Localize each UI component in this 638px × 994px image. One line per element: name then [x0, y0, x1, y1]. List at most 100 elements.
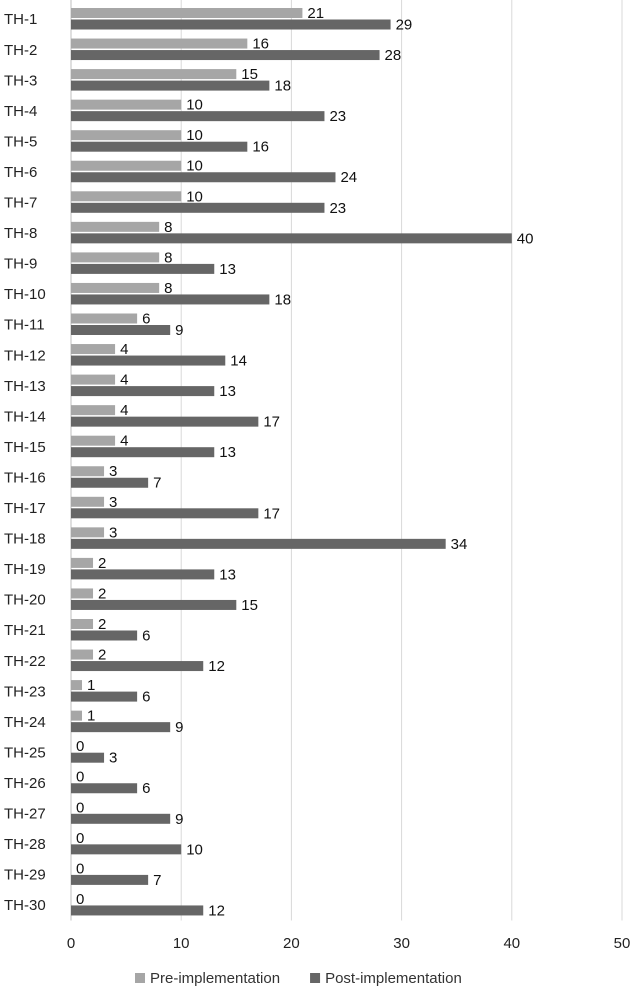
data-label-pre-th-10: 8 [164, 280, 172, 297]
bar-post-th-16 [71, 477, 149, 488]
bar-post-th-14 [71, 416, 259, 427]
data-label-pre-th-1: 21 [307, 5, 324, 22]
bar-pre-th-15 [71, 435, 116, 446]
bar-post-th-1 [71, 19, 391, 30]
data-label-post-th-17: 17 [263, 505, 280, 522]
y-tick-label: TH-17 [4, 500, 46, 517]
x-tick-label: 40 [503, 935, 520, 952]
y-tick-label: TH-7 [4, 195, 37, 212]
data-label-post-th-4: 23 [329, 108, 346, 125]
y-tick-label: TH-5 [4, 133, 37, 150]
bar-post-th-18 [71, 538, 446, 549]
y-tick-label: TH-18 [4, 531, 46, 548]
y-tick-label: TH-8 [4, 225, 37, 242]
bar-post-th-23 [71, 691, 138, 702]
data-label-pre-th-2: 16 [252, 36, 269, 53]
data-label-pre-th-8: 8 [164, 219, 172, 236]
data-label-post-th-25: 3 [109, 750, 117, 767]
data-label-pre-th-27: 0 [76, 799, 84, 816]
data-label-post-th-30: 12 [208, 902, 225, 919]
data-label-post-th-11: 9 [175, 322, 183, 339]
bar-pre-th-2 [71, 38, 248, 49]
bar-pre-th-22 [71, 649, 94, 660]
y-tick-label: TH-23 [4, 683, 46, 700]
y-tick-label: TH-21 [4, 622, 46, 639]
bar-pre-th-12 [71, 344, 116, 355]
y-tick-label: TH-9 [4, 256, 37, 273]
bar-pre-th-4 [71, 99, 182, 110]
y-tick-label: TH-4 [4, 103, 37, 120]
data-label-post-th-14: 17 [263, 414, 280, 431]
data-label-pre-th-18: 3 [109, 524, 117, 541]
bar-post-th-12 [71, 355, 226, 366]
bar-post-th-29 [71, 874, 149, 885]
y-tick-label: TH-26 [4, 775, 46, 792]
data-label-post-th-22: 12 [208, 658, 225, 675]
data-label-pre-th-23: 1 [87, 677, 95, 694]
bar-post-th-7 [71, 202, 325, 213]
y-tick-label: TH-24 [4, 714, 46, 731]
x-tick-label: 30 [393, 935, 410, 952]
data-label-post-th-28: 10 [186, 841, 203, 858]
value-axis: 0 10 20 30 40 50 [67, 935, 631, 952]
data-label-pre-th-22: 2 [98, 647, 106, 664]
bar-pre-th-17 [71, 496, 105, 507]
y-tick-label: TH-29 [4, 867, 46, 884]
bar-post-th-25 [71, 752, 105, 763]
bar-pre-th-11 [71, 313, 138, 324]
data-label-pre-th-4: 10 [186, 97, 203, 114]
bar-pre-th-14 [71, 405, 116, 416]
bar-pre-th-3 [71, 69, 237, 80]
x-tick-label: 50 [614, 935, 631, 952]
data-label-post-th-2: 28 [385, 47, 402, 64]
data-label-post-th-18: 34 [451, 536, 468, 553]
bar-pre-th-23 [71, 680, 83, 691]
y-tick-label: TH-12 [4, 347, 46, 364]
x-tick-label: 20 [283, 935, 300, 952]
data-label-pre-th-30: 0 [76, 891, 84, 908]
y-tick-label: TH-15 [4, 439, 46, 456]
y-tick-label: TH-11 [4, 317, 45, 334]
data-label-pre-th-12: 4 [120, 341, 128, 358]
data-label-post-th-19: 13 [219, 566, 236, 583]
bar-pre-th-9 [71, 252, 160, 263]
bar-post-th-3 [71, 80, 270, 91]
bar-post-th-24 [71, 722, 171, 733]
bar-post-th-11 [71, 325, 171, 335]
data-label-post-th-29: 7 [153, 872, 161, 889]
y-tick-label: TH-25 [4, 744, 46, 761]
y-tick-label: TH-2 [4, 42, 37, 59]
bar-post-th-19 [71, 569, 215, 580]
data-label-pre-th-11: 6 [142, 310, 150, 327]
bar-post-th-4 [71, 111, 325, 122]
data-label-pre-th-17: 3 [109, 494, 117, 511]
data-label-post-th-6: 24 [340, 169, 357, 186]
bar-pre-th-10 [71, 282, 160, 293]
data-label-pre-th-26: 0 [76, 769, 84, 786]
legend: Pre-implementation Post-implementation [135, 970, 462, 987]
y-tick-label: TH-20 [4, 592, 46, 609]
legend-swatch-pre [135, 973, 145, 983]
data-label-pre-th-15: 4 [120, 433, 128, 450]
y-tick-label: TH-16 [4, 469, 46, 486]
data-label-pre-th-3: 15 [241, 66, 258, 83]
bar-pre-th-13 [71, 374, 116, 385]
data-label-post-th-27: 9 [175, 811, 183, 828]
data-label-post-th-16: 7 [153, 475, 161, 492]
bar-post-th-5 [71, 141, 248, 152]
bar-post-th-21 [71, 630, 138, 641]
bar-pre-th-8 [71, 221, 160, 232]
data-label-pre-th-19: 2 [98, 555, 106, 572]
legend-swatch-post [310, 973, 321, 983]
gridlines [70, 0, 623, 921]
y-tick-label: TH-3 [4, 72, 37, 89]
bar-pre-th-1 [71, 8, 303, 18]
data-label-pre-th-6: 10 [186, 158, 203, 175]
data-label-post-th-7: 23 [329, 200, 346, 217]
data-label-pre-th-16: 3 [109, 463, 117, 480]
bar-pre-th-7 [71, 191, 182, 202]
bar-pre-th-20 [71, 588, 94, 599]
y-tick-label: TH-27 [4, 806, 46, 823]
data-label-post-th-15: 13 [219, 444, 236, 461]
